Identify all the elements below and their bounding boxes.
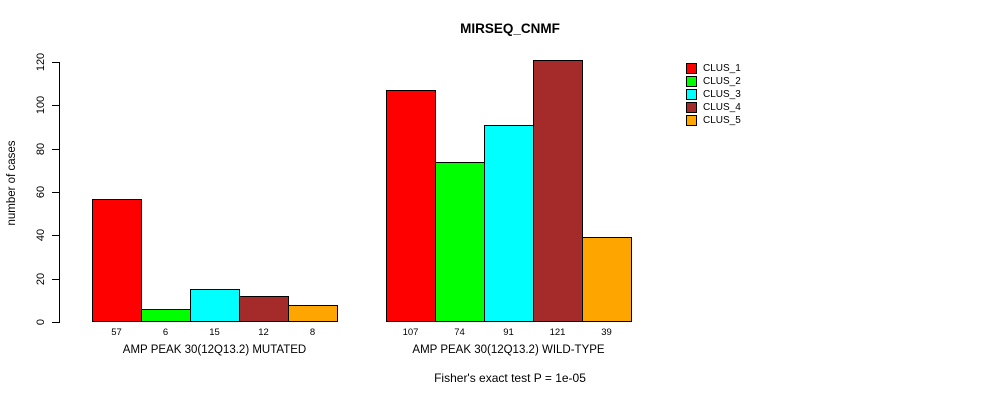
bar-clus_2 bbox=[141, 309, 191, 322]
legend-swatch-icon bbox=[686, 115, 697, 126]
bar-value-label: 91 bbox=[503, 327, 514, 338]
y-tick bbox=[52, 62, 59, 63]
bar-value-label: 6 bbox=[162, 327, 169, 338]
y-tick-label: 40 bbox=[35, 229, 47, 242]
group-label: AMP PEAK 30(12Q13.2) WILD-TYPE bbox=[412, 344, 605, 356]
legend-swatch-icon bbox=[686, 63, 697, 74]
bar-clus_4 bbox=[533, 60, 583, 322]
bar-value-label: 121 bbox=[549, 327, 566, 338]
bar-value-label: 57 bbox=[111, 327, 122, 338]
legend-item: CLUS_2 bbox=[686, 75, 741, 88]
y-tick-label: 80 bbox=[35, 142, 47, 155]
y-tick bbox=[52, 148, 59, 150]
bar-clus_1 bbox=[92, 199, 142, 322]
y-tick-label: 120 bbox=[35, 52, 47, 72]
legend-swatch-icon bbox=[686, 76, 697, 87]
legend-label: CLUS_2 bbox=[703, 76, 741, 87]
bar-clus_2 bbox=[435, 162, 485, 322]
bar-value-label: 15 bbox=[209, 327, 220, 338]
legend-item: CLUS_1 bbox=[686, 62, 741, 75]
y-axis-line bbox=[59, 62, 60, 323]
bar-clus_3 bbox=[484, 125, 534, 322]
legend-label: CLUS_5 bbox=[703, 115, 741, 126]
legend-swatch-icon bbox=[686, 89, 697, 100]
bar-value-label: 12 bbox=[258, 327, 269, 338]
legend-item: CLUS_4 bbox=[686, 101, 741, 114]
y-tick-label: 60 bbox=[35, 185, 47, 199]
footer-annotation: Fisher's exact test P = 1e-05 bbox=[434, 371, 586, 385]
y-tick-label: 0 bbox=[35, 318, 47, 326]
bar-clus_4 bbox=[239, 296, 289, 322]
y-tick bbox=[52, 192, 59, 193]
bar-value-label: 74 bbox=[454, 327, 465, 338]
legend: CLUS_1 CLUS_2 CLUS_3 CLUS_4 CLUS_5 bbox=[686, 62, 741, 127]
legend-label: CLUS_4 bbox=[703, 102, 741, 113]
bar-value-label: 8 bbox=[309, 327, 316, 338]
legend-label: CLUS_3 bbox=[703, 89, 741, 100]
y-tick-label: 20 bbox=[35, 272, 47, 285]
group-label: AMP PEAK 30(12Q13.2) MUTATED bbox=[122, 344, 307, 356]
y-tick bbox=[52, 278, 59, 280]
y-axis-label: number of cases bbox=[6, 140, 18, 226]
y-tick bbox=[52, 235, 59, 237]
y-tick bbox=[52, 105, 59, 107]
bar-value-label: 107 bbox=[402, 327, 419, 338]
bar-clus_3 bbox=[190, 289, 240, 322]
y-tick bbox=[52, 322, 59, 323]
bar-clus_5 bbox=[288, 305, 338, 322]
bar-clus_1 bbox=[386, 90, 436, 322]
y-tick-label: 100 bbox=[35, 96, 47, 115]
chart-title: MIRSEQ_CNMF bbox=[460, 21, 560, 36]
legend-label: CLUS_1 bbox=[703, 63, 741, 74]
bar-value-label: 39 bbox=[601, 327, 612, 338]
legend-swatch-icon bbox=[686, 102, 697, 113]
legend-item: CLUS_3 bbox=[686, 88, 741, 101]
bar-clus_5 bbox=[582, 237, 632, 322]
legend-item: CLUS_5 bbox=[686, 114, 741, 127]
